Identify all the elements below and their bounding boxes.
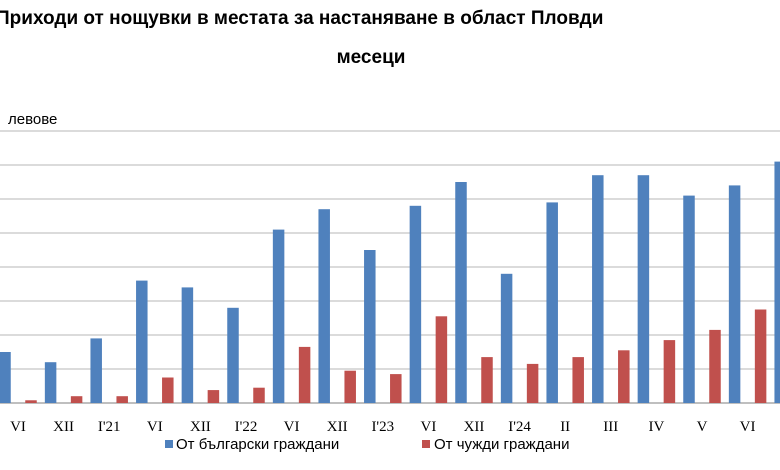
bar-foreign-6 xyxy=(298,346,311,403)
bar-bulgarian-13 xyxy=(592,175,604,403)
bar-bulgarian-10 xyxy=(455,182,467,403)
bar-foreign-7 xyxy=(344,370,356,403)
bar-bulgarian-15 xyxy=(683,195,695,403)
bar-bulgarian-0 xyxy=(0,352,11,403)
bar-foreign-4 xyxy=(207,390,220,403)
bar-foreign-13 xyxy=(618,350,630,403)
x-tick-label-6: VI xyxy=(284,419,300,435)
chart-title-line1: Приходи от нощувки в местата за настаняв… xyxy=(0,8,603,29)
bar-foreign-10 xyxy=(481,357,493,403)
bar-bulgarian-9 xyxy=(409,205,422,403)
x-tick-label-14: IV xyxy=(648,419,664,435)
x-tick-label-12: II xyxy=(560,419,570,435)
x-tick-label-11: I'24 xyxy=(508,419,531,435)
bar-foreign-8 xyxy=(390,374,402,403)
legend-swatch-bulgarian xyxy=(165,440,173,448)
chart-title-line2: месеци xyxy=(337,47,406,68)
bar-bulgarian-5 xyxy=(227,307,239,403)
x-tick-label-15: V xyxy=(697,419,708,435)
x-tick-label-16: VI xyxy=(740,419,756,435)
x-tick-label-3: VI xyxy=(147,419,163,435)
x-tick-label-4: XII xyxy=(190,419,211,435)
legend-label-bulgarian: От български граждани xyxy=(176,436,339,453)
x-tick-label-5: I'22 xyxy=(235,419,258,435)
legend-swatch-foreign xyxy=(422,440,430,448)
x-tick-labels: VI XII I'21 VI XII I'22 VI XII I'23 VI XII I'24 II II… xyxy=(10,419,756,435)
x-tick-label-2: I'21 xyxy=(98,419,121,435)
x-tick-label-8: I'23 xyxy=(371,419,394,435)
x-tick-label-1: XII xyxy=(53,419,74,435)
bar-foreign-11 xyxy=(526,363,539,403)
y-axis-unit-label: левове xyxy=(8,111,57,128)
bar-foreign-0 xyxy=(25,400,37,403)
bar-foreign-3 xyxy=(162,377,174,403)
bar-bulgarian-17 xyxy=(774,161,780,403)
x-tick-label-9: VI xyxy=(420,419,436,435)
x-tick-label-13: III xyxy=(603,419,618,435)
gridlines xyxy=(0,130,780,404)
bar-foreign-9 xyxy=(435,316,448,403)
x-tick-label-0: VI xyxy=(10,419,26,435)
bar-bulgarian-16 xyxy=(728,185,741,403)
bar-foreign-2 xyxy=(116,396,128,403)
bar-bulgarian-4 xyxy=(181,287,194,403)
bar-bulgarian-8 xyxy=(364,250,376,403)
bar-bulgarian-3 xyxy=(136,280,148,403)
x-tick-label-10: XII xyxy=(464,419,485,435)
legend: От български граждани От чужди граждани xyxy=(165,436,569,453)
bar-foreign-12 xyxy=(572,357,584,403)
legend-label-foreign: От чужди граждани xyxy=(434,436,569,453)
bar-foreign-5 xyxy=(253,387,265,403)
bar-bulgarian-6 xyxy=(272,229,285,403)
bar-bulgarian-2 xyxy=(90,338,102,403)
bar-foreign-16 xyxy=(754,309,767,403)
bar-bulgarian-1 xyxy=(44,362,57,403)
bars-group xyxy=(0,161,780,403)
bar-bulgarian-11 xyxy=(500,273,513,403)
bar-foreign-1 xyxy=(70,396,83,403)
bar-bulgarian-12 xyxy=(546,202,558,403)
bar-bulgarian-7 xyxy=(318,209,330,403)
bar-foreign-15 xyxy=(709,329,721,403)
x-tick-label-7: XII xyxy=(327,419,348,435)
bar-bulgarian-14 xyxy=(637,175,650,403)
bar-foreign-14 xyxy=(663,340,676,403)
